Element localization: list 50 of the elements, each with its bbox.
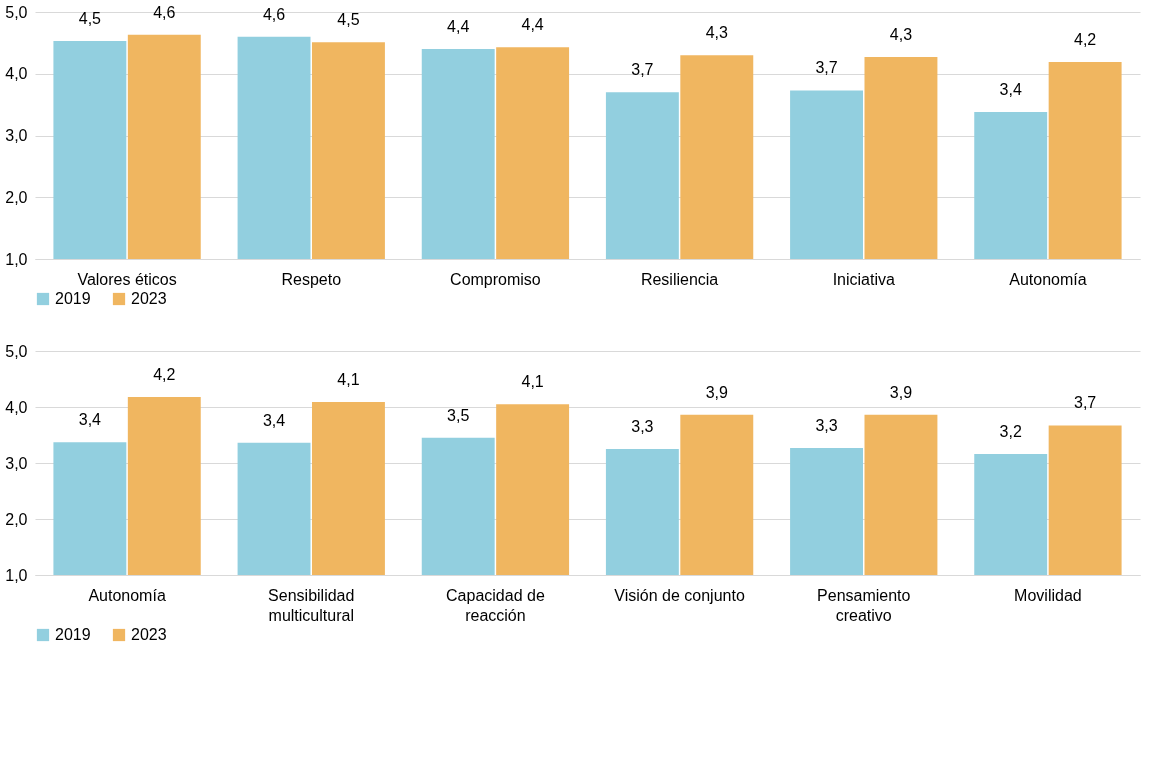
data-label: 4,3 [705,24,729,42]
legend-label: 2019 [55,626,91,643]
y-tick-label: 2,0 [5,188,28,206]
y-tick-label: 3,0 [5,454,28,472]
y-tick-label: 2,0 [5,510,28,528]
legend-label: 2023 [131,290,167,307]
data-label: 4,4 [447,18,470,36]
legend-label: 2023 [131,626,167,643]
data-label: 4,3 [889,26,913,44]
x-tick-label: Respeto [281,270,342,288]
data-label: 4,6 [262,5,286,23]
x-tick-label: Autonomía [1009,270,1087,288]
data-label: 3,9 [705,383,729,401]
y-tick-label: 5,0 [5,342,28,360]
data-label: 3,7 [1074,394,1097,412]
x-tick-label: Iniciativa [832,270,895,288]
data-label: 3,7 [631,61,654,79]
y-tick-label: 1,0 [5,566,28,584]
data-label: 4,6 [153,3,176,21]
data-label: 4,5 [78,10,102,28]
data-label: 3,9 [889,383,913,401]
y-tick-label: 1,0 [5,250,28,268]
x-tick-label: Movilidad [1014,586,1082,604]
data-label: 4,4 [521,16,544,34]
data-label: 3,3 [631,418,654,435]
data-label: 4,2 [1074,31,1097,49]
x-tick-label: Visión de conjunto [614,586,745,604]
x-tick-label: Compromiso [450,270,541,288]
data-label: 3,4 [262,411,286,429]
x-tick-label: Valores éticos [77,270,177,288]
x-tick-label: Pensamiento creativo [817,586,911,624]
legend-label: 2019 [55,290,91,307]
data-label: 3,2 [999,423,1022,441]
data-label: 4,1 [521,373,544,391]
data-label: 3,5 [447,406,470,424]
x-tick-label: Capacidad de reacción [446,586,545,624]
y-tick-label: 4,0 [5,65,28,83]
data-label: 3,4 [78,411,102,429]
data-label: 3,4 [999,81,1022,99]
y-tick-label: 4,0 [5,398,28,416]
x-tick-label: Resiliencia [640,270,719,288]
x-tick-label: Autonomía [88,586,166,604]
data-label: 3,3 [815,416,838,434]
data-label: 4,2 [153,365,176,383]
x-tick-label: Sensibilidad multicultural [268,586,355,624]
data-label: 3,7 [815,59,838,77]
y-tick-label: 5,0 [5,3,28,21]
data-label: 4,5 [337,11,360,29]
data-label: 4,1 [337,370,360,388]
y-tick-label: 3,0 [5,127,28,144]
